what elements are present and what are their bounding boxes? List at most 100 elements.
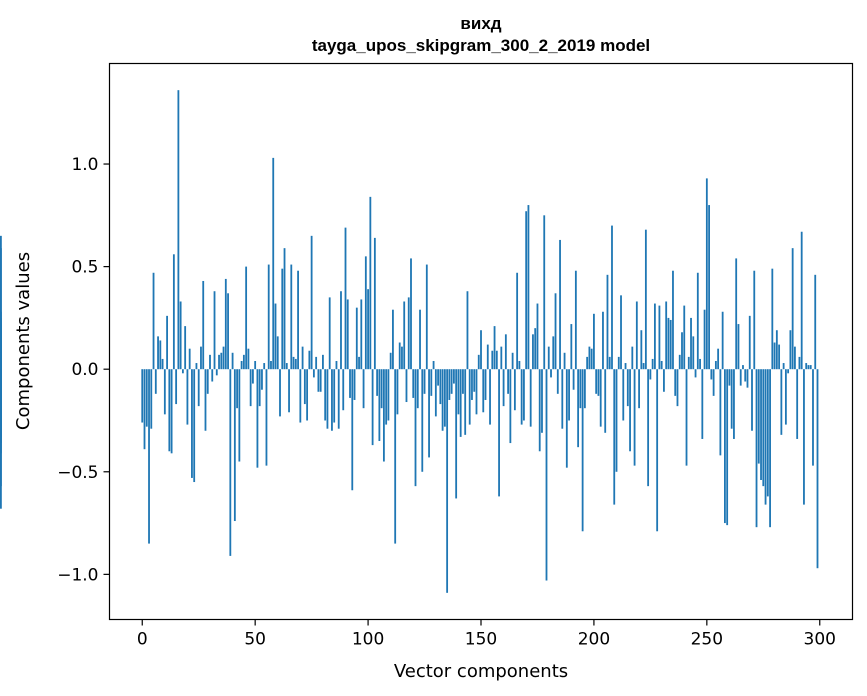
bar-296 [809,365,812,370]
bar-194 [579,369,582,409]
bar-291 [798,356,801,370]
bar-258 [724,369,726,524]
bar-25 [197,369,200,407]
bar-66 [290,264,293,370]
bar-279 [771,268,774,370]
bar-137 [450,369,453,394]
y-tick-label: −0.5 [57,463,98,483]
bar-series [0,90,819,593]
bar-28 [204,369,207,431]
bar-141 [459,369,462,437]
bar-133 [441,369,444,431]
bar-55 [265,369,268,466]
bar-196 [583,369,586,409]
bar-45 [242,354,245,370]
bar-226 [651,358,654,370]
bar-257 [721,311,724,370]
bar-93 [351,369,354,491]
bar-97 [360,299,363,370]
bar-182 [552,336,555,370]
bar-168 [520,369,523,425]
bar-290 [796,369,799,439]
bar-96 [358,356,360,370]
bar-52 [258,369,261,407]
bar-201 [595,369,598,394]
bar-259 [726,369,729,526]
bar-undefined [0,248,2,370]
bar-62 [281,268,284,370]
bar-118 [407,297,410,370]
bar-177 [541,369,543,433]
x-axis-label: Vector components [394,661,568,682]
bar-16 [177,90,180,370]
bar-36 [222,346,225,370]
bar-231 [663,369,665,392]
bar-114 [398,342,401,370]
plot-frame [108,62,854,621]
bar-33 [215,369,218,376]
chart-subtitle: tayga_upos_skipgram_300_2_2019 model [312,36,650,55]
bar-173 [532,334,534,370]
bar-208 [611,225,613,370]
bar-170 [525,211,528,370]
bar-241 [685,369,688,466]
bar-22 [191,369,193,478]
bar-288 [791,248,794,370]
bar-147 [473,369,476,392]
bar-246 [696,272,699,370]
bar-186 [561,369,564,429]
bar-175 [536,303,539,370]
bar-70 [299,369,302,423]
bar-129 [432,360,435,370]
bar-240 [683,305,686,370]
bar-61 [279,369,281,417]
bar-256 [719,369,722,456]
bar-13 [170,369,173,454]
bar-77 [315,356,318,370]
bar-217 [631,346,634,370]
bar-72 [303,369,306,405]
bar-26 [200,346,202,370]
bar-17 [179,301,182,370]
bar-30 [209,354,211,370]
bar-183 [554,293,557,370]
bar-9 [161,358,164,370]
bar-289 [794,346,796,370]
bar-42 [236,369,238,409]
bar-180 [547,346,550,370]
bar-48 [249,369,252,407]
bar-161 [504,334,507,370]
bar-73 [306,369,309,421]
bar-111 [392,309,394,370]
bar-109 [387,369,390,421]
bar-270 [751,369,753,431]
bar-151 [482,369,485,413]
bar-105 [378,369,381,442]
bar-253 [712,369,715,396]
bar-158 [498,369,500,497]
bar-82 [326,369,329,429]
bar-124 [421,369,424,472]
bar-162 [507,369,510,394]
bar-1 [143,369,146,450]
bar-242 [687,356,690,370]
bar-224 [647,369,650,487]
bar-229 [658,305,661,370]
bar-192 [574,270,577,370]
bar-127 [428,369,430,458]
bar-293 [803,369,805,505]
bar-123 [419,309,421,370]
bar-286 [787,369,790,374]
bar-3 [148,369,150,544]
bar-214 [624,363,627,370]
bar-150 [480,330,482,370]
bar-112 [394,369,397,544]
bar-67 [292,356,295,370]
bar-95 [355,307,358,370]
bar-166 [516,272,519,370]
bar-179 [545,369,548,581]
bar-46 [245,266,248,370]
bar-163 [509,369,512,444]
bar-76 [312,369,315,378]
bar-44 [240,360,243,370]
